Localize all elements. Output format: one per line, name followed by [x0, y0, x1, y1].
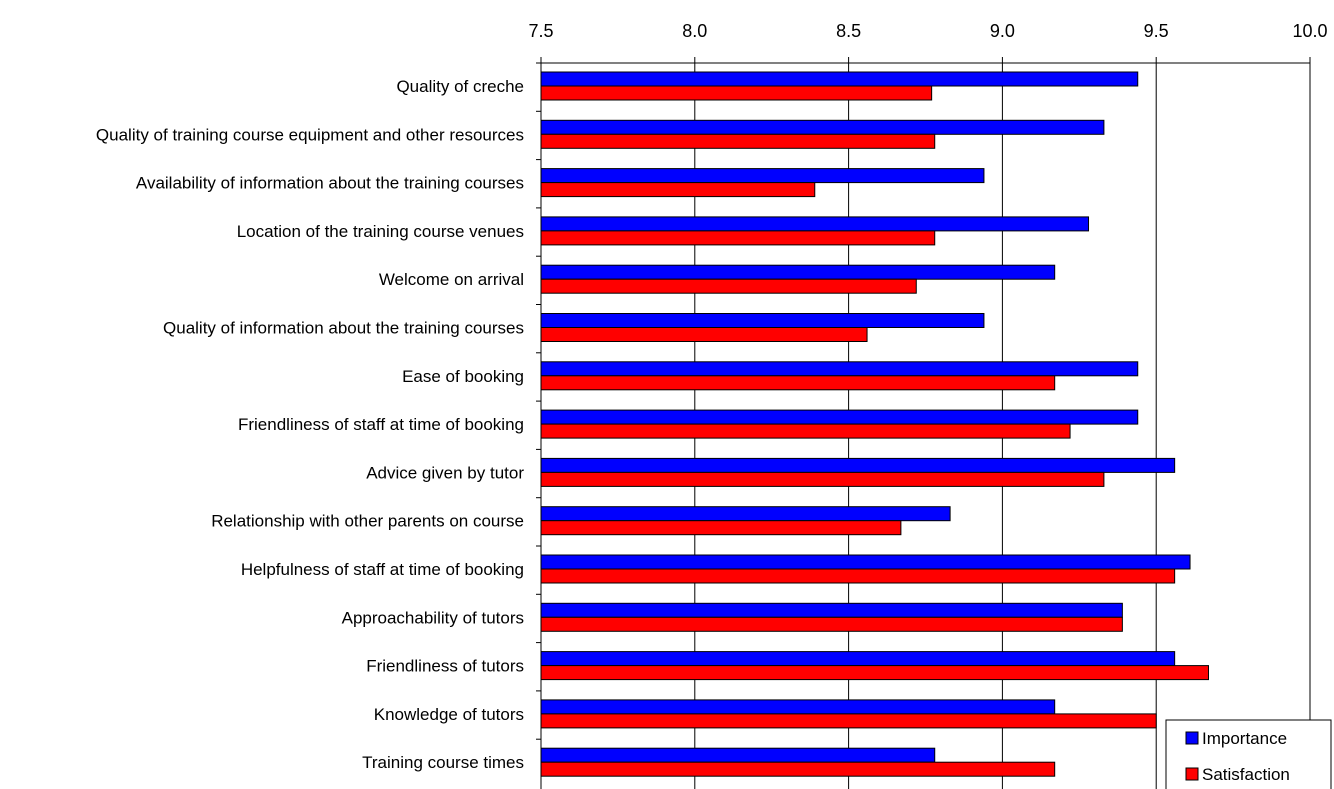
x-tick-label: 9.5: [1144, 21, 1169, 41]
category-label: Welcome on arrival: [379, 270, 524, 289]
x-tick-label: 7.5: [528, 21, 553, 41]
category-label: Quality of information about the trainin…: [163, 319, 524, 338]
category-label: Quality of creche: [396, 77, 524, 96]
x-tick-label: 8.0: [682, 21, 707, 41]
bar-satisfaction: [540, 133, 936, 149]
bar-importance: [540, 264, 1056, 280]
bar-importance: [540, 361, 1139, 377]
bar-satisfaction: [540, 85, 933, 101]
bar-importance: [540, 506, 951, 522]
legend: Importance Satisfaction: [1165, 719, 1332, 789]
bar-satisfaction: [540, 713, 1157, 729]
bar-satisfaction: [540, 568, 1176, 584]
bar-importance: [540, 602, 1123, 618]
category-label: Friendliness of staff at time of booking: [238, 415, 524, 434]
legend-label-satisfaction: Satisfaction: [1202, 765, 1290, 784]
bar-importance: [540, 554, 1191, 570]
bar-satisfaction: [540, 761, 1056, 777]
legend-swatch-importance: [1185, 731, 1199, 745]
category-label: Approachability of tutors: [342, 608, 524, 627]
bar-satisfaction: [540, 423, 1071, 439]
bar-satisfaction: [540, 375, 1056, 391]
category-label: Friendliness of tutors: [366, 657, 524, 676]
legend-label-importance: Importance: [1202, 729, 1287, 748]
category-label: Training course times: [362, 753, 524, 772]
bar-importance: [540, 651, 1176, 667]
bar-satisfaction: [540, 471, 1105, 487]
bar-satisfaction: [540, 278, 917, 294]
category-label: Helpfulness of staff at time of booking: [241, 560, 524, 579]
x-tick-label: 10.0: [1292, 21, 1327, 41]
category-label: Quality of training course equipment and…: [96, 125, 524, 144]
category-label: Advice given by tutor: [366, 463, 524, 482]
bar-satisfaction: [540, 327, 868, 342]
bar-importance: [540, 409, 1139, 425]
bar-importance: [540, 747, 936, 763]
x-tick-label: 9.0: [990, 21, 1015, 41]
bar-importance: [540, 216, 1090, 232]
bar-satisfaction: [540, 616, 1123, 632]
bar-satisfaction: [540, 230, 936, 246]
category-label: Relationship with other parents on cours…: [211, 512, 524, 531]
bar-importance: [540, 119, 1105, 135]
bar-satisfaction: [540, 520, 902, 536]
category-label: Location of the training course venues: [237, 222, 524, 241]
bar-satisfaction: [540, 665, 1209, 681]
category-label: Ease of booking: [402, 367, 524, 386]
legend-swatch-satisfaction: [1185, 767, 1199, 781]
bar-importance: [540, 71, 1139, 87]
category-label: Availability of information about the tr…: [136, 174, 524, 193]
x-tick-label: 8.5: [836, 21, 861, 41]
bar-satisfaction: [540, 182, 816, 198]
bar-importance: [540, 699, 1056, 715]
bars: [540, 71, 1209, 777]
bar-importance: [540, 168, 985, 184]
bar-importance: [540, 313, 985, 328]
axes: 7.5 8.0 8.5 9.0 9.5 10.0 Quality of creche Qual…: [96, 21, 1328, 789]
category-label: Knowledge of tutors: [374, 705, 524, 724]
bar-importance: [540, 457, 1176, 473]
